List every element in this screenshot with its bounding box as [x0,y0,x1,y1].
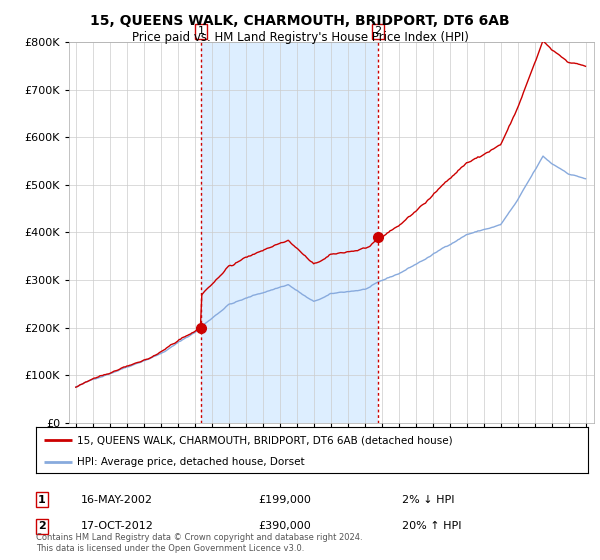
Text: 20% ↑ HPI: 20% ↑ HPI [402,521,461,531]
Text: 16-MAY-2002: 16-MAY-2002 [81,494,153,505]
Text: £199,000: £199,000 [258,494,311,505]
Text: 2% ↓ HPI: 2% ↓ HPI [402,494,455,505]
Text: 15, QUEENS WALK, CHARMOUTH, BRIDPORT, DT6 6AB (detached house): 15, QUEENS WALK, CHARMOUTH, BRIDPORT, DT… [77,435,453,445]
Text: 2: 2 [38,521,46,531]
Text: 1: 1 [38,494,46,505]
Text: 1: 1 [197,26,205,36]
Text: 17-OCT-2012: 17-OCT-2012 [81,521,154,531]
Text: 15, QUEENS WALK, CHARMOUTH, BRIDPORT, DT6 6AB: 15, QUEENS WALK, CHARMOUTH, BRIDPORT, DT… [90,14,510,28]
Text: HPI: Average price, detached house, Dorset: HPI: Average price, detached house, Dors… [77,457,305,466]
Text: Contains HM Land Registry data © Crown copyright and database right 2024.
This d: Contains HM Land Registry data © Crown c… [36,533,362,553]
Text: Price paid vs. HM Land Registry's House Price Index (HPI): Price paid vs. HM Land Registry's House … [131,31,469,44]
Bar [201,42,378,423]
Text: £390,000: £390,000 [258,521,311,531]
Text: 2: 2 [374,26,382,36]
